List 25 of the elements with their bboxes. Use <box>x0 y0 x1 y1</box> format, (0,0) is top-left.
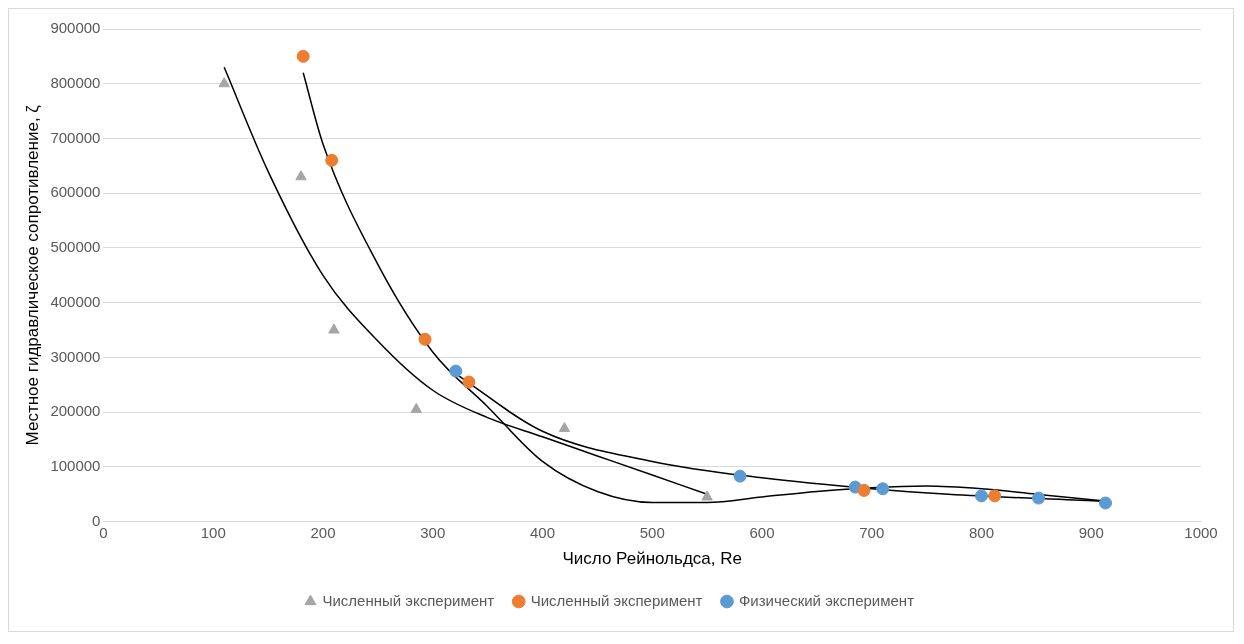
x-tick-label: 800 <box>968 523 995 541</box>
x-tick-label: 100 <box>200 523 226 541</box>
legend-label: Физический эксперимент <box>738 591 915 609</box>
x-tick-label: 200 <box>310 523 336 541</box>
x-tick-label: 1000 <box>1184 523 1218 541</box>
y-tick-label: 500000 <box>50 238 101 256</box>
y-tick-label: 900000 <box>50 19 101 37</box>
y-tick-label: 800000 <box>50 73 101 91</box>
legend-label: Численный эксперимент <box>530 591 703 609</box>
y-tick-label: 200000 <box>50 402 101 420</box>
legend-label: Численный эксперимент <box>322 591 495 609</box>
y-tick-label: 300000 <box>50 347 101 365</box>
x-tick-label: 900 <box>1078 523 1104 541</box>
y-tick-label: 0 <box>92 511 101 529</box>
x-tick-label: 700 <box>859 523 885 541</box>
x-tick-label: 300 <box>420 523 446 541</box>
y-tick-label: 400000 <box>50 292 101 310</box>
y-tick-label: 100000 <box>50 457 101 475</box>
y-tick-label: 700000 <box>50 128 101 146</box>
x-axis-title: Число Рейнольдса, Re <box>562 549 742 569</box>
y-axis-title: Местное гидравлическое сопротивление, ζ <box>22 104 42 446</box>
y-tick-label: 600000 <box>50 183 101 201</box>
x-tick-label: 500 <box>639 523 665 541</box>
x-tick-label: 400 <box>529 523 555 541</box>
x-tick-label: 600 <box>749 523 775 541</box>
